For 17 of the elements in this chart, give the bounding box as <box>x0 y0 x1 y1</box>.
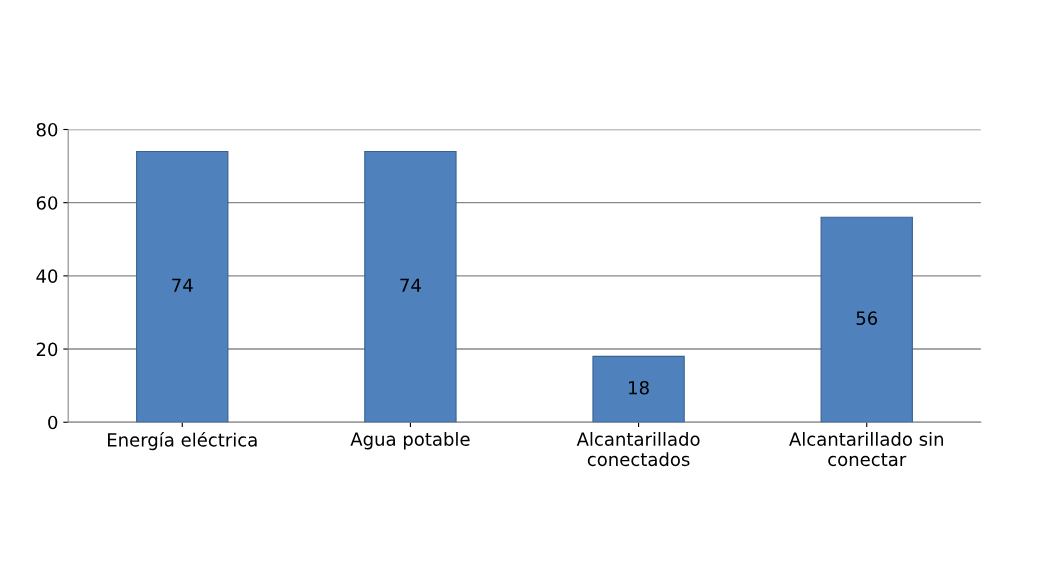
data-label: 18 <box>629 380 649 395</box>
x-tick-label: Energía eléctrica <box>108 431 257 451</box>
x-tick-label: Agua potable <box>350 431 470 450</box>
bar <box>820 216 913 423</box>
data-label: 74 <box>400 278 421 292</box>
y-tick-label: 20 <box>36 342 58 357</box>
bar <box>136 150 229 423</box>
y-tick-label: 40 <box>36 269 58 283</box>
bar <box>592 355 685 423</box>
x-tick-label: Alcantarillado sin conectar <box>789 431 943 467</box>
data-label: 56 <box>856 311 878 326</box>
data-label: 74 <box>172 278 193 292</box>
x-tick-label: Alcantarillado conectados <box>576 431 700 467</box>
y-tick-label: 0 <box>48 415 58 430</box>
y-tick-label: 60 <box>36 196 58 210</box>
y-tick-label: 80 <box>36 122 58 137</box>
bar <box>364 150 457 423</box>
